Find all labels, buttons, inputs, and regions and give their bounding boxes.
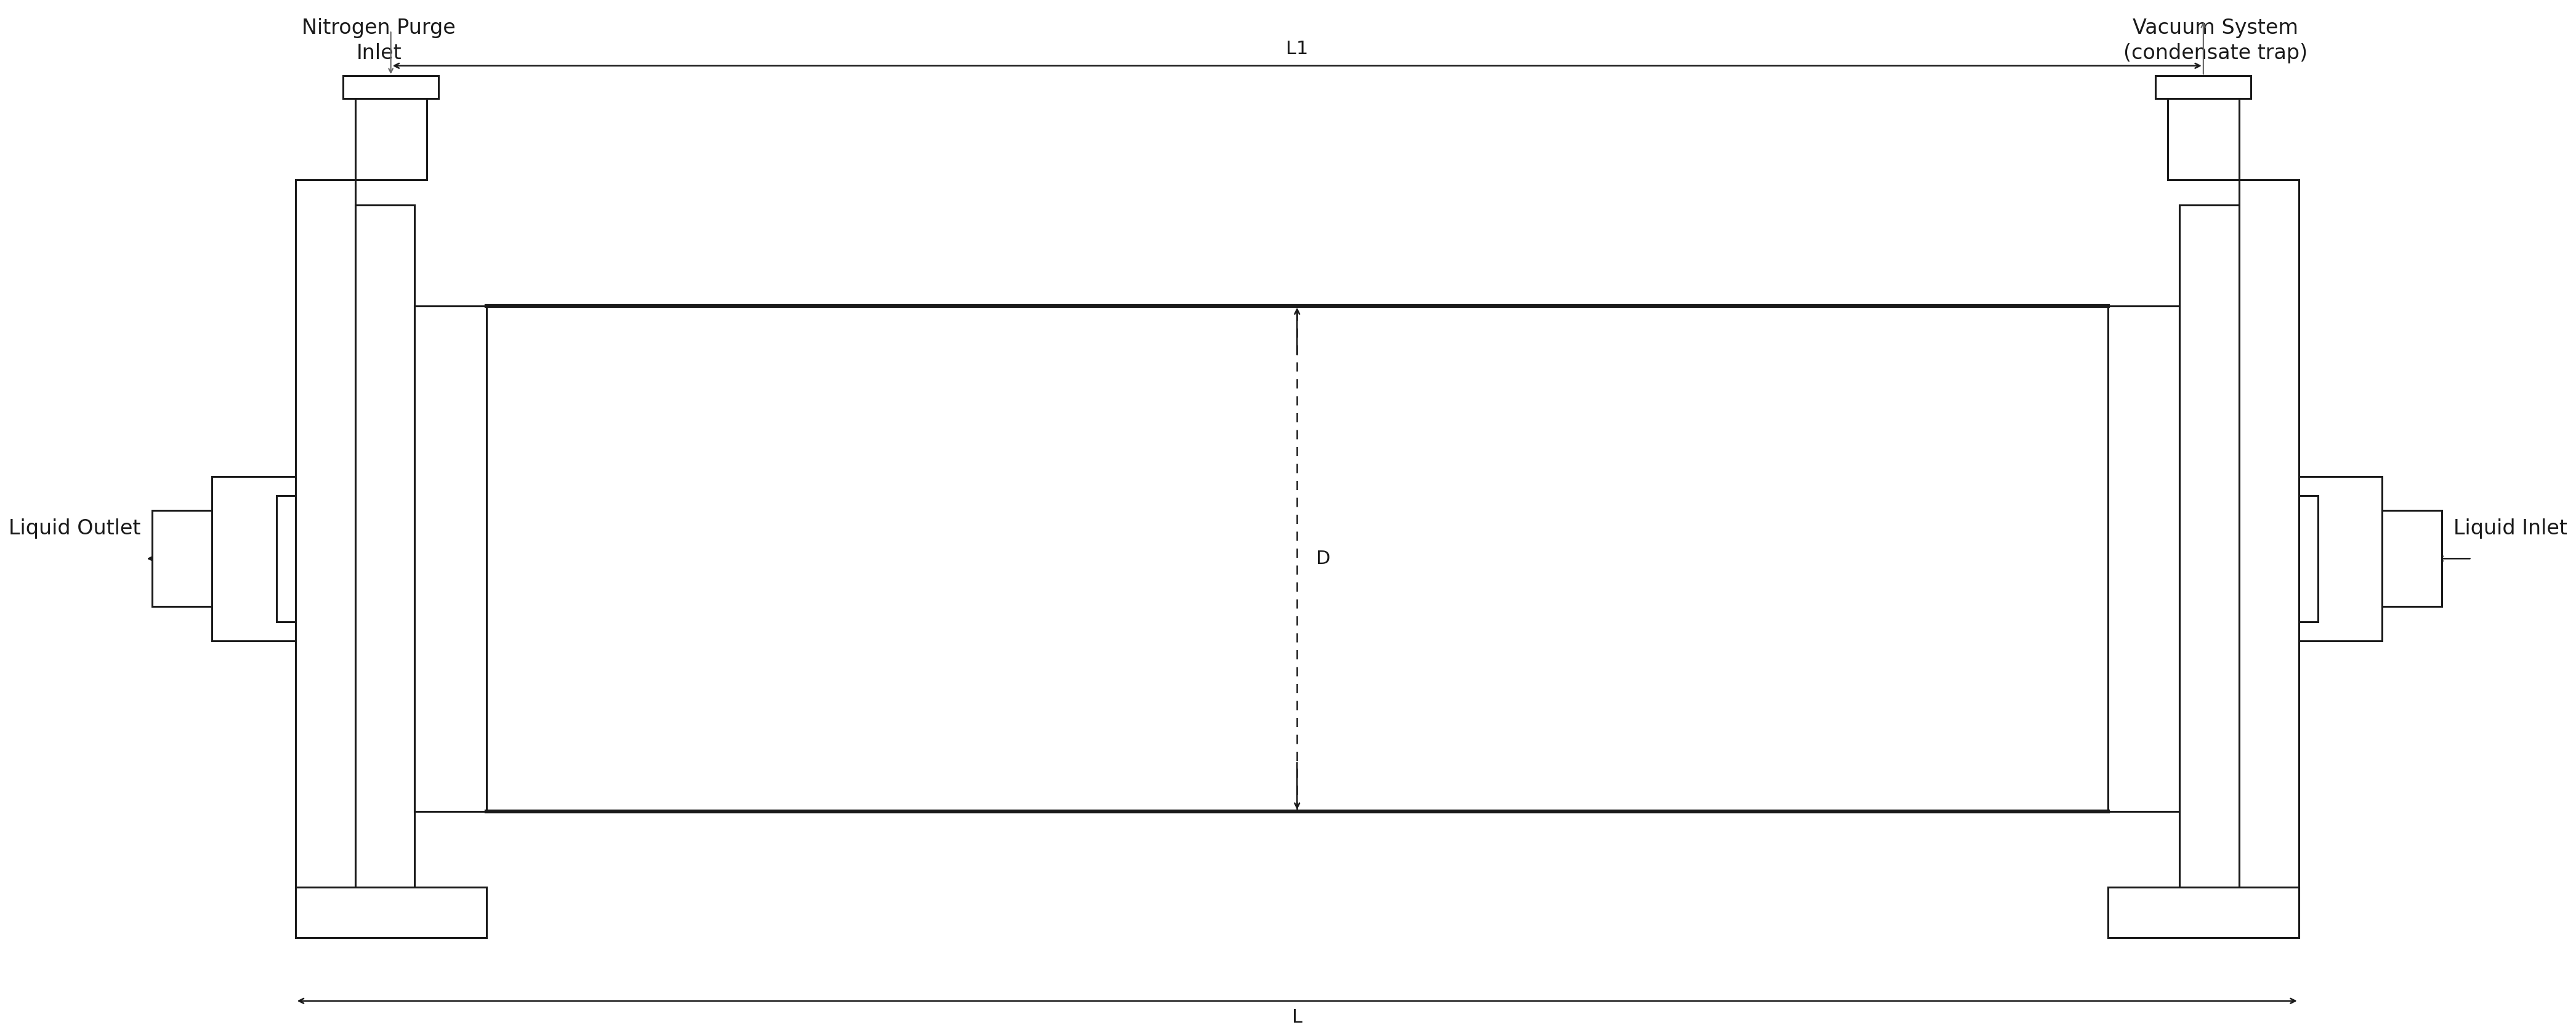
Bar: [343, 76, 438, 99]
Text: Liquid Inlet: Liquid Inlet: [2455, 518, 2568, 539]
Bar: [2239, 179, 2298, 937]
Bar: [2383, 511, 2442, 607]
Text: L: L: [1291, 1008, 1303, 1026]
Bar: [2107, 306, 2179, 812]
Text: Nitrogen Purge: Nitrogen Purge: [301, 18, 456, 38]
Text: D: D: [1316, 550, 1332, 568]
Bar: [276, 495, 296, 622]
Text: Vacuum System: Vacuum System: [2133, 18, 2298, 38]
Bar: [2298, 477, 2383, 641]
Bar: [2156, 76, 2251, 99]
Bar: [2166, 99, 2239, 179]
Bar: [296, 887, 487, 937]
Text: Liquid Outlet: Liquid Outlet: [8, 518, 142, 539]
Bar: [152, 511, 211, 607]
Text: Inlet: Inlet: [355, 43, 402, 63]
Text: L1: L1: [1285, 40, 1309, 58]
Bar: [2107, 887, 2298, 937]
Bar: [296, 179, 355, 937]
Bar: [2179, 205, 2239, 913]
Bar: [355, 205, 415, 913]
Bar: [355, 99, 428, 179]
Bar: [211, 477, 296, 641]
Bar: [2298, 495, 2318, 622]
Text: (condensate trap): (condensate trap): [2123, 43, 2308, 63]
Bar: [415, 306, 487, 812]
